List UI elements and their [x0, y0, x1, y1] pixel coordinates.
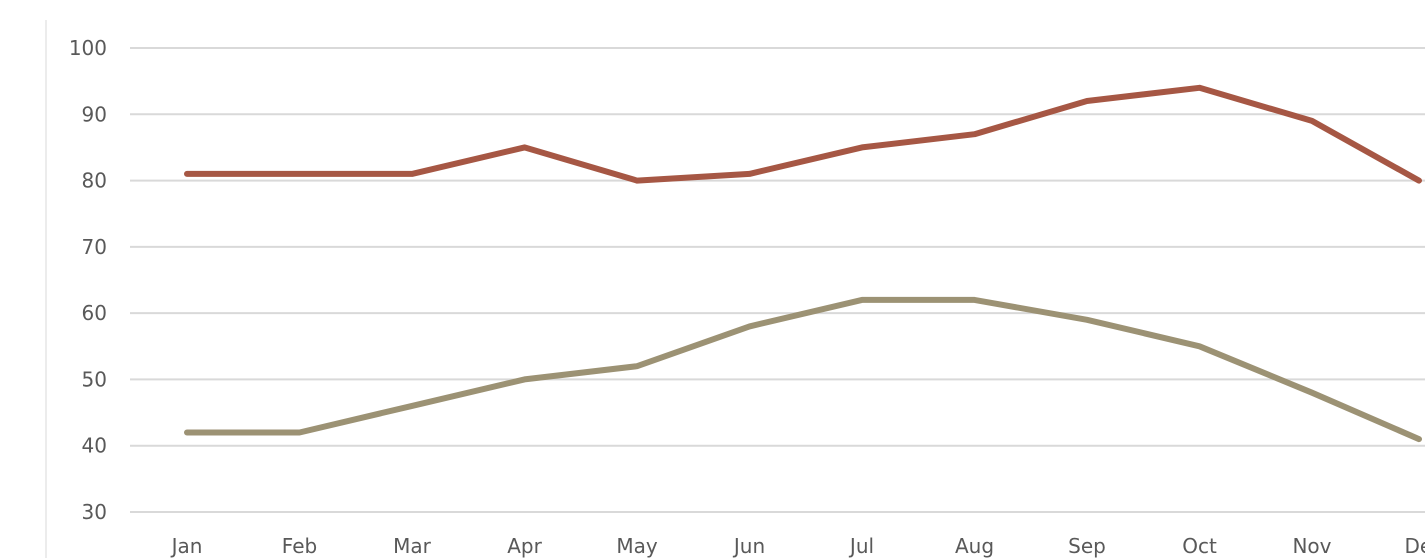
y-tick-label: 40	[82, 434, 107, 458]
x-tick-label: Mar	[393, 534, 432, 558]
series-lines	[184, 84, 1422, 443]
x-tick-label: Apr	[507, 534, 542, 558]
x-tick-label: Aug	[955, 534, 994, 558]
x-tick-label: May	[616, 534, 658, 558]
gridlines	[130, 47, 1425, 513]
x-tick-label: Nov	[1292, 534, 1331, 558]
x-tick-label: Jun	[732, 534, 765, 558]
y-tick-label: 80	[82, 169, 107, 193]
x-tick-label: Feb	[282, 534, 317, 558]
x-tick-label: Jul	[848, 534, 874, 558]
x-tick-label: De	[1405, 534, 1425, 558]
series-line-1	[184, 84, 1422, 184]
x-tick-label: Jan	[170, 534, 203, 558]
x-tick-label: Sep	[1068, 534, 1106, 558]
y-tick-label: 70	[82, 235, 107, 259]
x-tick-label: Oct	[1182, 534, 1217, 558]
y-tick-label: 90	[82, 102, 107, 126]
y-tick-label: 60	[82, 301, 107, 325]
series-line-2	[184, 296, 1422, 443]
y-tick-label: 30	[82, 500, 107, 524]
x-axis-tick-labels: Jan Feb Mar Apr May Jun Jul Aug Sep Oct Nov De	[170, 534, 1425, 558]
y-tick-label: 100	[69, 36, 107, 60]
y-axis-tick-labels: 30 40 50 60 70 80 90 100	[69, 36, 107, 524]
y-tick-label: 50	[82, 367, 107, 391]
